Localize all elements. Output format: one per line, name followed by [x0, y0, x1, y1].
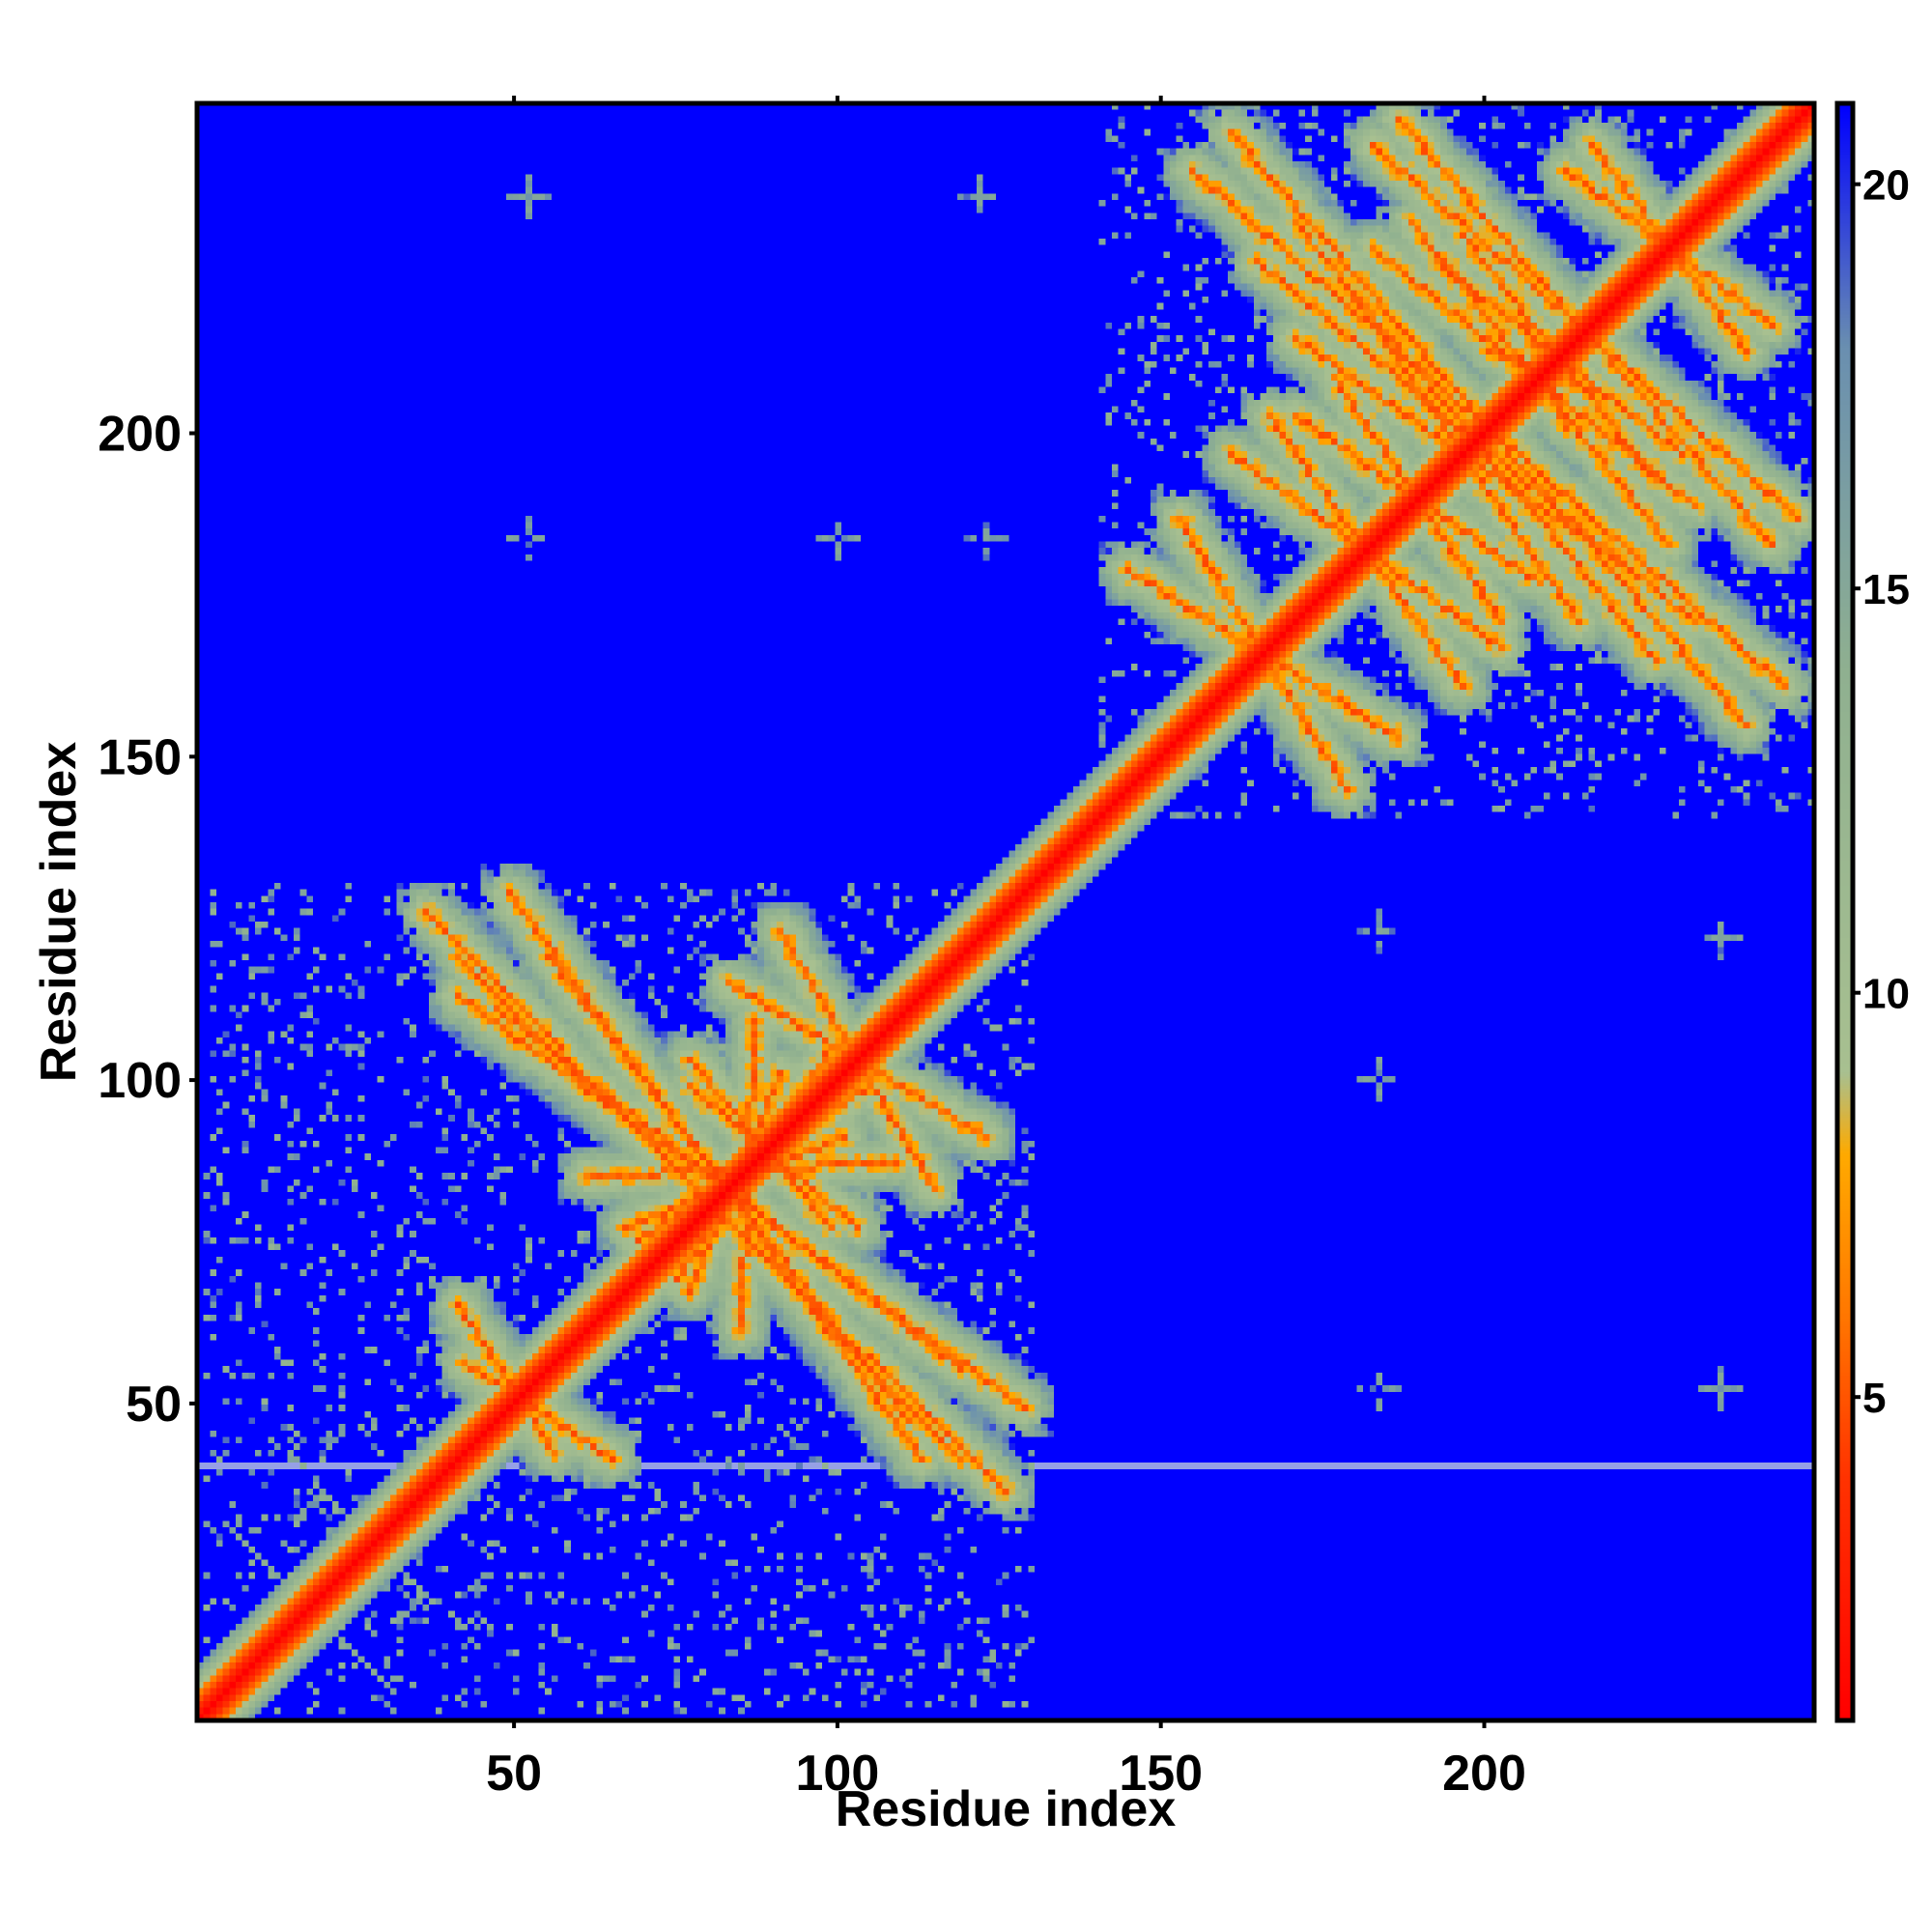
y-tick-label: 100: [98, 1053, 182, 1109]
y-axis-title: Residue index: [31, 742, 87, 1083]
x-tick-label: 150: [1119, 1746, 1203, 1802]
x-tick-label: 100: [796, 1746, 880, 1802]
x-tick-label: 50: [486, 1746, 542, 1802]
x-axis-title: Residue index: [836, 1781, 1177, 1837]
colorbar-tick-label: 20: [1862, 162, 1910, 210]
y-tick-label: 150: [98, 729, 182, 785]
x-tick-label: 200: [1442, 1746, 1526, 1802]
colorbar-frame: [1834, 100, 1856, 1723]
plot-frame: [194, 100, 1817, 1723]
colorbar-tick-label: 5: [1862, 1375, 1886, 1422]
colorbar-image: [1837, 103, 1853, 1720]
colorbar-tick-label: 15: [1862, 566, 1910, 613]
heatmap-image: [197, 103, 1814, 1720]
y-tick-label: 50: [126, 1377, 182, 1433]
x-axis-ticks: 50 100 150 200: [486, 96, 1526, 1802]
y-tick-label: 200: [98, 406, 182, 462]
y-axis-ticks: 50 100 150 200: [98, 406, 197, 1433]
colorbar-tick-label: 10: [1862, 971, 1910, 1018]
colorbar-ticks: 5 10 15 20: [1853, 162, 1910, 1422]
